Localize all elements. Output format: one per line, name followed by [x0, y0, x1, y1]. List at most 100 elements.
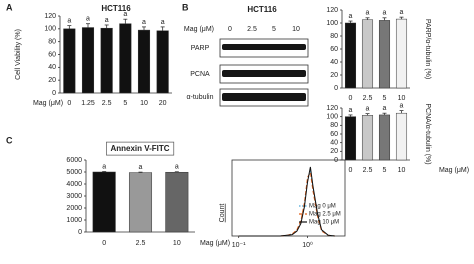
x-axis-label: Mag (μM) — [200, 240, 230, 247]
y-tick-label: 60 — [48, 51, 56, 58]
x-tick-label: 10 — [398, 95, 406, 102]
bar — [156, 30, 169, 94]
annotation: a — [175, 164, 179, 171]
western-blot: HCT116 Mag (μM) 0 2.5 5 10 PARP PCNA α-t… — [184, 5, 309, 107]
y-tick-label: 40 — [48, 64, 56, 71]
x-tick-label: 5 — [383, 167, 387, 174]
bar — [92, 171, 116, 233]
y-tick-label: 80 — [48, 39, 56, 46]
y-tick-label: 0 — [52, 90, 56, 97]
y-tick-label: 1000 — [66, 217, 82, 224]
blot-row-label: α-tubulin — [186, 94, 213, 101]
bar — [395, 18, 408, 89]
bar — [378, 114, 391, 161]
y-tick-label: 20 — [330, 148, 338, 155]
y-tick-label: 6000 — [66, 157, 82, 164]
blot-title: HCT116 — [247, 5, 277, 14]
panel-label: A — [6, 2, 13, 12]
x-tick-label: 0 — [102, 240, 106, 247]
bar — [378, 20, 391, 89]
y-tick-label: 0 — [78, 229, 82, 236]
x-tick-label: 2.5 — [363, 167, 373, 174]
y-tick-label: 80 — [330, 122, 338, 129]
chart-title: HCT116 — [101, 4, 131, 13]
x-tick-label: 10 — [140, 100, 148, 107]
y-tick-label: 60 — [330, 131, 338, 138]
title-box — [106, 141, 175, 156]
chart-title: Annexin V-FITC — [110, 144, 169, 153]
y-tick-label: 80 — [330, 33, 338, 40]
y-tick-label: 100 — [326, 114, 338, 121]
y-tick-label: 4000 — [66, 181, 82, 188]
x-tick-label: 2.5 — [136, 240, 146, 247]
bar — [100, 27, 113, 94]
x-axis-label: Mag (μM) — [33, 100, 63, 107]
legend-label: Mag 2.5 μM — [309, 212, 341, 218]
annotation: a — [86, 16, 90, 23]
x-tick-label: 5 — [123, 100, 127, 107]
blot-bands — [222, 44, 306, 101]
y-axis-label: PARP/α-tubulin (%) — [424, 19, 431, 79]
x-tick-label: 10 — [398, 167, 406, 174]
annotation: a — [67, 17, 71, 24]
annotation: a — [161, 19, 165, 26]
y-tick-label: 40 — [330, 140, 338, 147]
x-tick-label: 0 — [349, 95, 353, 102]
y-axis-label: Cell Viability (%) — [15, 29, 22, 80]
bar — [344, 22, 357, 89]
annotation: a — [383, 105, 387, 112]
annotation: a — [383, 10, 387, 17]
y-tick-label: 5000 — [66, 169, 82, 176]
bar — [165, 171, 189, 233]
x-tick-label: 10⁻¹ — [232, 242, 246, 249]
y-tick-label: 60 — [330, 46, 338, 53]
y-axis-label: Count — [219, 204, 226, 223]
bar — [344, 116, 357, 161]
annotation: a — [102, 163, 106, 170]
bar — [119, 23, 132, 94]
x-axis-label: Mag (μM) — [439, 167, 469, 174]
y-tick-label: 120 — [326, 7, 338, 14]
bar — [63, 28, 76, 94]
bar — [361, 19, 374, 89]
bar — [395, 112, 408, 161]
blot-row-label: PCNA — [190, 71, 210, 78]
panel-label: B — [182, 2, 189, 12]
legend-label: Mag 0 μM — [309, 204, 336, 210]
plot-frame — [231, 159, 346, 237]
annotation: a — [142, 19, 146, 26]
annotation: a — [105, 17, 109, 24]
panel-label: C — [6, 135, 13, 145]
y-tick-label: 20 — [330, 72, 338, 79]
y-tick-label: 2000 — [66, 205, 82, 212]
x-tick-label: 2.5 — [363, 95, 373, 102]
annotation: a — [139, 164, 143, 171]
annotation: a — [366, 105, 370, 112]
bar — [137, 29, 151, 94]
bar — [361, 115, 374, 161]
x-tick-label: 10⁰ — [302, 241, 313, 249]
y-axis-label: PCNA/α-tubulin (%) — [424, 103, 431, 164]
y-tick-label: 100 — [44, 26, 56, 33]
y-tick-label: 100 — [326, 20, 338, 27]
x-tick-label: 0 — [67, 100, 71, 107]
x-tick-label: 2.5 — [102, 100, 112, 107]
annotation: a — [349, 107, 353, 114]
legend-label: Mag 10 μM — [309, 220, 339, 226]
dose-label: 10 — [292, 26, 300, 33]
y-tick-label: 40 — [330, 59, 338, 66]
x-tick-label: 10 — [173, 240, 181, 247]
y-tick-label: 120 — [44, 13, 56, 20]
annotation: a — [400, 102, 404, 109]
annotation: a — [349, 13, 353, 20]
blot-row-label: PARP — [191, 45, 210, 52]
y-tick-label: 120 — [326, 105, 338, 112]
annotation: a — [123, 11, 127, 18]
series-line — [238, 166, 335, 237]
annotation: a — [400, 9, 404, 16]
bar — [81, 27, 95, 94]
y-tick-label: 20 — [48, 77, 56, 84]
dose-label: 2.5 — [247, 26, 257, 33]
x-tick-label: 0 — [349, 167, 353, 174]
